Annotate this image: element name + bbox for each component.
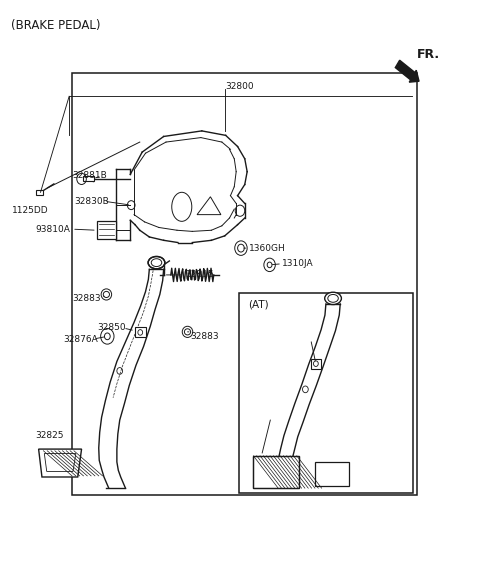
- Text: 32883: 32883: [190, 332, 218, 341]
- Ellipse shape: [148, 256, 165, 269]
- Bar: [253, 456, 299, 488]
- Bar: [72, 73, 417, 495]
- Text: 32815: 32815: [185, 270, 214, 279]
- Bar: [84, 176, 94, 181]
- Bar: [315, 462, 349, 486]
- Bar: [311, 358, 321, 369]
- Text: (AT): (AT): [248, 300, 268, 310]
- Polygon shape: [38, 449, 82, 477]
- Text: 32876A: 32876A: [63, 334, 98, 344]
- Text: 32830B: 32830B: [74, 197, 108, 206]
- Text: 1125DD: 1125DD: [12, 206, 48, 215]
- Text: FR.: FR.: [417, 48, 440, 61]
- Ellipse shape: [101, 289, 112, 300]
- Text: (BRAKE PEDAL): (BRAKE PEDAL): [11, 19, 100, 32]
- Text: 32850: 32850: [302, 330, 331, 340]
- Text: 32800: 32800: [226, 82, 254, 91]
- Ellipse shape: [182, 327, 193, 337]
- Bar: [239, 293, 413, 493]
- Text: 32881B: 32881B: [72, 171, 107, 180]
- Circle shape: [101, 329, 114, 344]
- Text: 32850: 32850: [97, 324, 125, 333]
- Ellipse shape: [324, 292, 341, 305]
- FancyArrow shape: [396, 60, 419, 82]
- Text: 1310JA: 1310JA: [282, 259, 313, 268]
- Bar: [253, 456, 299, 488]
- Text: 1360GH: 1360GH: [249, 243, 285, 252]
- Bar: [36, 190, 43, 195]
- Text: 32825: 32825: [36, 431, 64, 440]
- Text: 32825A: 32825A: [258, 410, 293, 419]
- Bar: [135, 328, 145, 337]
- Text: 93810A: 93810A: [36, 224, 71, 233]
- Bar: [97, 222, 116, 239]
- Text: 32883: 32883: [72, 294, 101, 303]
